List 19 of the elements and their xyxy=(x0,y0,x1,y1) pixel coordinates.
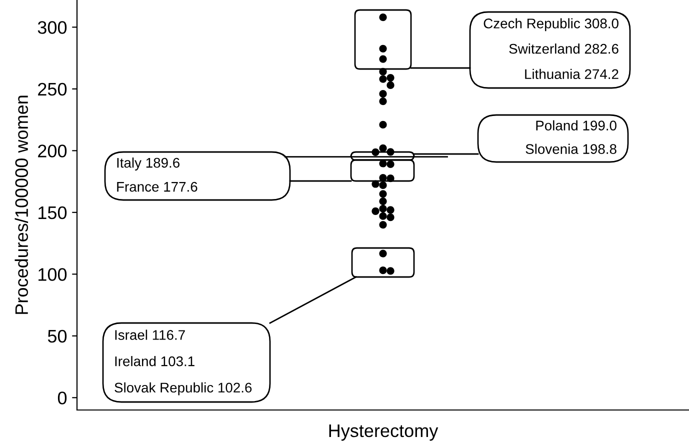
annotation: Poland 199.0 xyxy=(536,120,616,130)
annotation: Slovenia 198.8 xyxy=(526,144,616,154)
x-tick-label: Hysterectomy xyxy=(329,424,438,441)
y-tick-label: 150 xyxy=(38,206,67,220)
y-axis-title: Procedures/100000 women xyxy=(14,96,28,314)
annotation: Italy 189.6 xyxy=(117,158,180,170)
annotation: Switzerland 282.6 xyxy=(509,44,618,54)
annotation: Israel 116.7 xyxy=(115,330,185,340)
y-tick-label: 300 xyxy=(38,21,67,34)
y-tick-label: 250 xyxy=(38,82,67,96)
annotation: Lithuania 274.2 xyxy=(525,68,618,80)
annotation: Ireland 103.1 xyxy=(115,356,194,366)
y-tick-label: 0 xyxy=(58,392,67,404)
annotation: France 177.6 xyxy=(117,182,198,192)
y-tick-label: 200 xyxy=(38,144,67,158)
annotation: Czech Republic 308.0 xyxy=(484,18,618,32)
annotation: Slovak Republic 102.6 xyxy=(114,382,252,396)
y-tick-label: 100 xyxy=(38,268,67,281)
y-tick-label: 50 xyxy=(48,330,67,343)
